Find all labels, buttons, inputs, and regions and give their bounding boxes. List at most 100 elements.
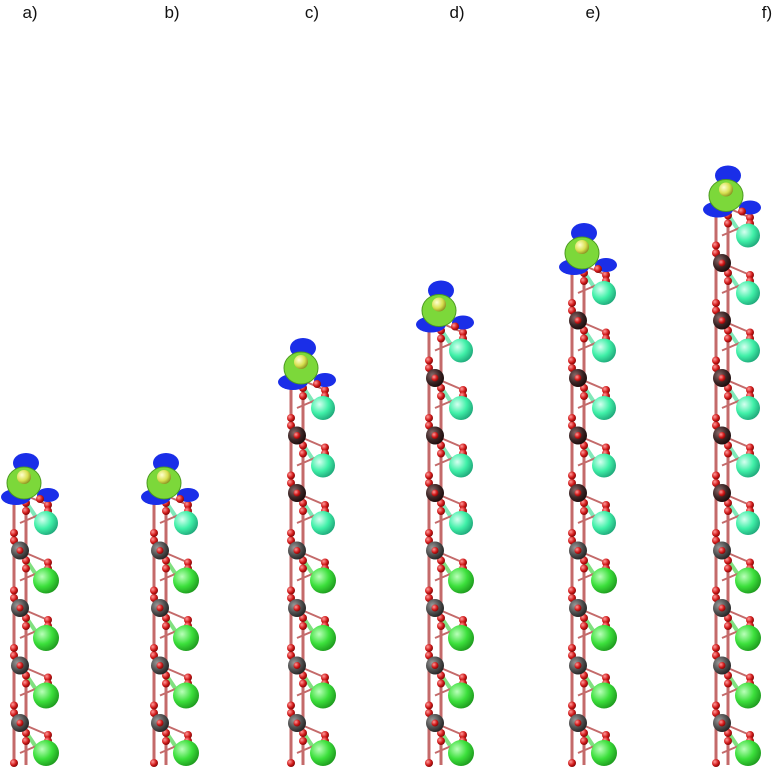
bulk-cation-atom: [310, 625, 336, 651]
oxygen-atom: [580, 334, 588, 343]
oxygen-atom: [10, 529, 18, 537]
oxygen-atom: [746, 213, 754, 222]
oxygen-atom: [574, 719, 582, 727]
bulk-cation-atom: [591, 682, 617, 709]
oxygen-atom: [16, 547, 24, 554]
oxygen-atom: [150, 586, 158, 595]
oxygen-atom: [459, 558, 467, 567]
oxygen-atom: [718, 719, 726, 727]
oxygen-atom: [580, 392, 588, 400]
oxygen-atom: [718, 489, 726, 497]
oxygen-atom: [44, 731, 52, 739]
oxygen-atom: [431, 719, 439, 727]
surface-cation-atom: [311, 453, 335, 478]
oxygen-atom: [459, 616, 467, 624]
oxygen-atom: [574, 489, 582, 497]
oxygen-atom: [10, 644, 18, 652]
oxygen-atom: [162, 564, 170, 573]
oxygen-atom: [425, 529, 433, 537]
oxygen-atom: [724, 507, 732, 515]
oxygen-atom: [724, 564, 732, 573]
bulk-cation-atom: [735, 625, 761, 651]
oxygen-atom: [568, 644, 576, 652]
oxygen-atom: [712, 529, 720, 537]
bulk-cation-atom: [310, 740, 336, 766]
oxygen-atom: [184, 731, 192, 739]
oxygen-atom: [156, 604, 164, 612]
oxygen-atom: [293, 662, 301, 669]
oxygen-atom: [321, 673, 329, 682]
oxygen-atom: [156, 547, 164, 554]
oxygen-atom: [22, 737, 30, 745]
panel-c: c): [278, 3, 336, 767]
oxygen-atom: [580, 564, 588, 573]
surface-cation-atom: [592, 338, 616, 363]
oxygen-atom: [724, 392, 732, 400]
oxygen-atom: [425, 356, 433, 365]
surface-cation-atom: [311, 511, 335, 535]
oxygen-atom: [712, 644, 720, 652]
oxygen-atom: [746, 616, 754, 624]
panel-e: e): [559, 3, 617, 767]
oxygen-atom: [718, 547, 726, 554]
oxygen-atom: [162, 507, 170, 515]
oxygen-atom: [321, 443, 329, 452]
oxygen-atom: [287, 471, 295, 480]
oxygen-atom: [746, 271, 754, 279]
oxygen-atom: [718, 259, 726, 267]
oxygen-atom: [602, 328, 610, 337]
surface-cation-atom: [449, 338, 473, 363]
oxygen-atom: [44, 673, 52, 682]
surface-cation-atom: [592, 281, 616, 305]
panel-b: b): [141, 3, 199, 767]
bulk-cation-atom: [591, 625, 617, 651]
oxygen-atom: [184, 673, 192, 682]
oxygen-atom: [437, 679, 445, 688]
oxygen-atom: [10, 586, 18, 595]
bulk-cation-atom: [33, 740, 59, 766]
adsorbate-atom: [17, 470, 31, 484]
oxygen-atom: [431, 489, 439, 497]
surface-cation-atom: [174, 511, 198, 535]
oxygen-atom: [425, 644, 433, 652]
oxygen-atom: [299, 622, 307, 630]
oxygen-atom: [712, 701, 720, 710]
oxygen-atom: [724, 219, 732, 228]
oxygen-atom: [574, 662, 582, 669]
panel-a: a): [1, 3, 59, 767]
oxygen-atom: [162, 679, 170, 688]
oxygen-atom: [746, 731, 754, 739]
surface-cation-atom: [736, 453, 760, 478]
oxygen-atom: [22, 507, 30, 515]
bulk-cation-atom: [591, 567, 617, 594]
oxygen-atom: [321, 616, 329, 624]
oxygen-atom: [712, 414, 720, 422]
oxygen-atom: [580, 737, 588, 745]
oxygen-atom: [718, 374, 726, 382]
oxygen-atom: [712, 759, 720, 767]
oxygen-atom: [580, 679, 588, 688]
oxygen-atom: [287, 701, 295, 710]
oxygen-atom: [724, 277, 732, 285]
oxygen-atom: [574, 604, 582, 612]
bulk-cation-atom: [33, 567, 59, 594]
oxygen-atom: [712, 299, 720, 307]
oxygen-atom: [459, 328, 467, 337]
oxygen-atom: [425, 471, 433, 480]
panel-label: e): [585, 3, 600, 22]
oxygen-atom: [437, 392, 445, 400]
oxygen-atom: [437, 622, 445, 630]
oxygen-atom: [162, 737, 170, 745]
oxygen-atom: [712, 471, 720, 480]
oxygen-atom: [574, 547, 582, 554]
oxygen-atom: [425, 414, 433, 422]
oxygen-atom: [293, 719, 301, 727]
oxygen-atom: [459, 443, 467, 452]
oxygen-atom: [746, 443, 754, 452]
bulk-cation-atom: [591, 740, 617, 766]
oxygen-atom: [568, 471, 576, 480]
oxygen-atom: [437, 737, 445, 745]
oxygen-atom: [574, 317, 582, 324]
oxygen-atom: [602, 386, 610, 394]
bulk-cation-atom: [448, 567, 474, 594]
